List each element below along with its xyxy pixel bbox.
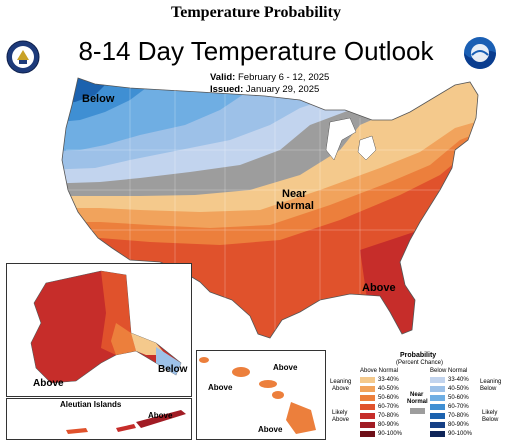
legend-above-swatch (360, 404, 375, 410)
legend-above-range: 70-80% (378, 412, 399, 419)
legend-leaning-below: Leaning (480, 379, 502, 385)
legend-above-range: 60-70% (378, 403, 399, 410)
issued-value: January 29, 2025 (245, 84, 320, 95)
label-normal: Normal (276, 200, 314, 212)
aleutian-title: Aleutian Islands (60, 400, 122, 409)
legend-near: Near (410, 392, 424, 398)
issued-label: Issued: (210, 84, 244, 95)
legend-above-swatch (360, 386, 375, 392)
legend-above-range: 33-40% (378, 376, 399, 383)
legend-likely-above: Likely (332, 410, 348, 416)
legend-title: Probability (400, 352, 437, 359)
label-below-northwest: Below (82, 93, 115, 105)
legend-below-swatch (430, 377, 445, 383)
legend-below-swatch (430, 422, 445, 428)
aleutian-inset (6, 398, 192, 440)
legend-below-header: Below Normal (430, 368, 468, 374)
legend-below-swatch (430, 404, 445, 410)
label-hawaii-above-1: Above (273, 363, 298, 372)
label-hawaii-above-2: Above (208, 383, 233, 392)
label-aleutian-above: Above (148, 411, 173, 420)
noaa-logo-icon (464, 37, 496, 69)
legend-above-header: Above Normal (360, 368, 399, 374)
legend-leaning-above-2: Above (332, 386, 350, 392)
legend-normal: Normal (407, 399, 428, 405)
legend-near-swatch (410, 408, 425, 414)
label-alaska-above: Above (33, 378, 64, 389)
alaska-inset (6, 263, 192, 397)
legend-below-swatch (430, 386, 445, 392)
legend-above-swatch (360, 377, 375, 383)
valid-value: February 6 - 12, 2025 (237, 72, 330, 83)
conus-outline (61, 77, 479, 339)
legend-above-range: 50-60% (378, 394, 399, 401)
legend-below-range: 33-40% (448, 376, 469, 383)
legend-below-range: 70-80% (448, 412, 469, 419)
label-near: Near (282, 188, 307, 200)
legend-likely-below: Likely (482, 410, 498, 416)
legend-below-range: 40-50% (448, 385, 469, 392)
valid-line: Valid: February 6 - 12, 2025 (210, 72, 329, 83)
label-above-southeast: Above (362, 282, 396, 294)
legend-above-swatch (360, 422, 375, 428)
legend-below-range: 50-60% (448, 394, 469, 401)
legend-likely-above-2: Above (332, 417, 350, 423)
legend-subtitle: (Percent Chance) (396, 360, 444, 366)
legend-above-swatch (360, 431, 375, 437)
legend-above-range: 90-100% (378, 430, 403, 437)
legend-above-range: 80-90% (378, 421, 399, 428)
probability-legend: Probability (Percent Chance) Above Norma… (330, 352, 512, 445)
page-title: 8-14 Day Temperature Outlook (78, 36, 434, 66)
legend-below-range: 80-90% (448, 421, 469, 428)
legend-below-range: 60-70% (448, 403, 469, 410)
legend-below-range: 90-100% (448, 430, 473, 437)
hawaii-inset (196, 350, 326, 440)
label-hawaii-above-3: Above (258, 425, 283, 434)
doc-seal-icon (6, 40, 40, 74)
legend-leaning-above: Leaning (330, 379, 352, 385)
top-title: Temperature Probability (171, 4, 341, 21)
legend-below-swatch (430, 431, 445, 437)
legend-below-swatch (430, 413, 445, 419)
legend-likely-below-2: Below (482, 417, 499, 423)
great-lakes (325, 117, 357, 161)
legend-above-range: 40-50% (378, 385, 399, 392)
issued-line: Issued: January 29, 2025 (210, 84, 319, 95)
legend-leaning-below-2: Below (480, 386, 497, 392)
valid-label: Valid: (210, 72, 236, 83)
legend-above-swatch (360, 413, 375, 419)
legend-below-swatch (430, 395, 445, 401)
label-alaska-below: Below (158, 364, 188, 375)
legend-above-swatch (360, 395, 375, 401)
